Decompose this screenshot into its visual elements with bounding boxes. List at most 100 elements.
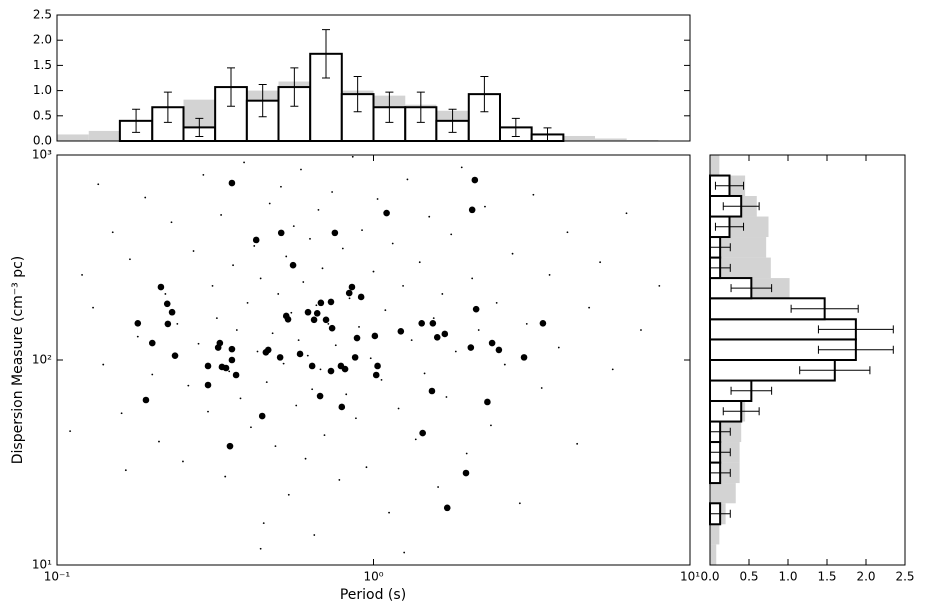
small-point — [262, 522, 265, 525]
error-bar — [416, 91, 425, 123]
error-bar — [353, 75, 362, 113]
small-point — [297, 339, 300, 342]
small-point — [220, 214, 223, 216]
y-tick-label: 10³ — [32, 148, 52, 162]
small-point — [503, 363, 506, 366]
small-point — [355, 417, 357, 420]
plot-frame — [709, 154, 906, 566]
small-point — [302, 281, 305, 283]
error-bar — [730, 386, 773, 395]
small-point — [309, 237, 311, 240]
small-point — [465, 452, 468, 455]
small-point — [285, 255, 288, 258]
point — [134, 320, 142, 327]
error-bar — [322, 29, 331, 79]
small-point — [410, 339, 413, 342]
point — [284, 315, 292, 323]
small-point — [372, 270, 375, 273]
small-point — [321, 267, 324, 270]
point — [304, 308, 312, 316]
small-point — [197, 342, 200, 345]
small-point — [256, 350, 259, 353]
y-tick-label: 0.0 — [33, 134, 52, 148]
error-bar — [714, 181, 745, 190]
point — [157, 283, 165, 291]
small-point — [540, 387, 543, 389]
small-point — [277, 293, 280, 295]
small-point — [158, 440, 160, 443]
small-point — [361, 229, 363, 232]
point — [488, 339, 496, 347]
error-bar — [195, 117, 204, 137]
small-point — [418, 261, 421, 264]
y-tick-label: 1.5 — [33, 58, 52, 72]
point — [142, 396, 150, 404]
point — [429, 320, 437, 327]
plot-frame — [56, 154, 691, 566]
point — [472, 305, 480, 313]
small-point — [287, 493, 290, 496]
point — [371, 332, 379, 340]
small-point — [120, 412, 123, 415]
error-bar — [790, 304, 859, 313]
small-point — [518, 502, 521, 505]
point — [351, 354, 359, 361]
small-point — [658, 284, 661, 287]
small-point — [176, 323, 179, 325]
small-point — [292, 225, 295, 227]
point — [164, 320, 172, 328]
point — [397, 328, 405, 335]
small-point — [274, 445, 277, 448]
point — [539, 320, 547, 327]
small-point — [290, 311, 293, 314]
point — [428, 387, 436, 395]
y-tick-label: 10² — [32, 353, 52, 367]
point — [163, 300, 171, 308]
small-point — [445, 396, 448, 398]
point — [331, 229, 339, 237]
point — [467, 344, 475, 351]
small-point — [548, 274, 551, 276]
small-point — [338, 479, 341, 481]
point — [226, 442, 234, 450]
point — [374, 362, 381, 370]
small-point — [477, 329, 480, 331]
small-point — [304, 457, 307, 460]
point — [418, 320, 425, 327]
point — [345, 289, 353, 297]
small-point — [243, 161, 245, 164]
point — [228, 179, 236, 187]
x-tick-label: 1.5 — [817, 570, 836, 584]
bar — [710, 483, 736, 504]
y-tick-label: 2.0 — [33, 33, 52, 47]
small-point — [432, 317, 435, 320]
point — [296, 350, 304, 358]
small-point — [253, 245, 256, 247]
y-tick-label: 1.0 — [33, 83, 52, 97]
point — [277, 229, 285, 237]
small-point — [334, 344, 337, 347]
small-point — [228, 370, 231, 373]
error-bar — [714, 222, 745, 231]
point — [171, 352, 179, 359]
small-point — [640, 329, 642, 331]
small-point — [215, 317, 218, 320]
bar — [710, 257, 771, 279]
error-bar — [227, 67, 236, 107]
error-bar — [132, 108, 141, 133]
bar — [710, 155, 720, 176]
error-bar — [722, 407, 760, 416]
small-point — [428, 215, 431, 218]
small-point — [441, 293, 444, 295]
small-point — [625, 212, 628, 215]
small-point — [403, 551, 406, 554]
small-point — [259, 547, 262, 550]
small-point — [295, 404, 298, 407]
small-point — [202, 173, 205, 176]
small-point — [319, 368, 322, 371]
point — [495, 346, 503, 354]
point — [468, 206, 476, 214]
point — [383, 209, 390, 217]
x-tick-label: 10⁻¹ — [44, 570, 71, 584]
